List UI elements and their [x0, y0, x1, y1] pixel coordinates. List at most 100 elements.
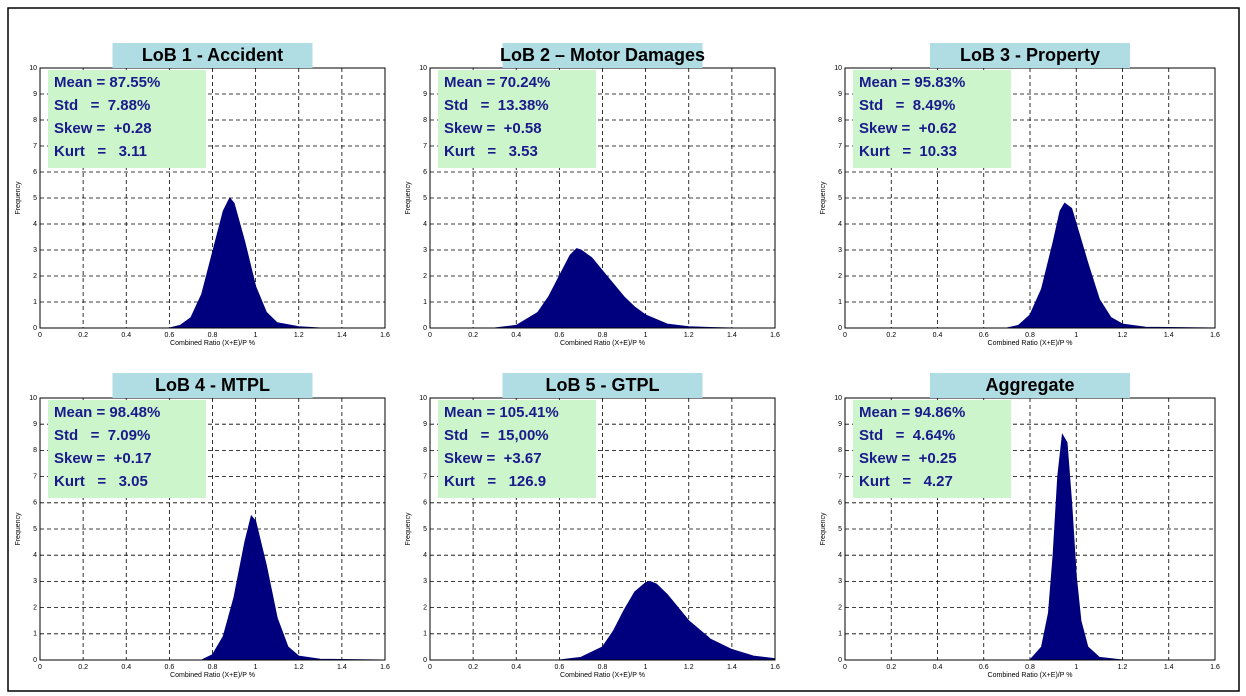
x-tick-label: 1.2	[1118, 332, 1128, 339]
y-tick-label: 10	[419, 65, 427, 72]
x-tick-label: 1	[1074, 664, 1078, 671]
distribution-area	[201, 514, 386, 661]
chart-title: LoB 2 – Motor Damages	[500, 45, 705, 65]
x-tick-label: 0.6	[165, 332, 175, 339]
y-tick-label: 8	[838, 117, 842, 124]
x-tick-label: 1.6	[380, 664, 390, 671]
distribution-area	[559, 580, 776, 661]
title-box	[112, 373, 313, 398]
y-tick-label: 9	[33, 91, 37, 98]
y-tick-label: 1	[838, 631, 842, 638]
stats-line: Kurt = 126.9	[444, 473, 546, 490]
x-tick-label: 0.6	[555, 664, 565, 671]
y-tick-label: 9	[838, 91, 842, 98]
y-tick-label: 8	[838, 447, 842, 454]
y-tick-label: 4	[33, 221, 37, 228]
x-axis-label: Combined Ratio (X+E)/P %	[560, 672, 645, 679]
x-tick-label: 1.2	[294, 332, 304, 339]
x-tick-label: 0.2	[468, 664, 478, 671]
y-axis-label: Frequency	[405, 512, 412, 546]
y-tick-label: 3	[423, 578, 427, 585]
y-tick-label: 4	[423, 552, 427, 559]
stats-line: Skew = +0.28	[54, 120, 152, 137]
stats-box	[438, 70, 596, 168]
y-tick-label: 4	[423, 221, 427, 228]
x-tick-label: 0.8	[1025, 332, 1035, 339]
chart-title: Aggregate	[985, 375, 1074, 395]
y-tick-label: 0	[423, 325, 427, 332]
y-tick-label: 1	[838, 299, 842, 306]
title-box	[112, 43, 313, 68]
x-tick-label: 0.2	[78, 664, 88, 671]
y-tick-label: 4	[33, 552, 37, 559]
x-tick-label: 0	[38, 664, 42, 671]
stats-line: Std = 13.38%	[444, 97, 549, 114]
y-tick-label: 2	[838, 604, 842, 611]
y-tick-label: 3	[33, 578, 37, 585]
x-tick-label: 1.2	[684, 332, 694, 339]
x-axis-label: Combined Ratio (X+E)/P %	[170, 672, 255, 679]
stats-line: Kurt = 3.11	[54, 143, 147, 160]
x-tick-label: 0.2	[886, 664, 896, 671]
x-tick-label: 1.4	[1164, 664, 1174, 671]
stats-line: Std = 15,00%	[444, 427, 549, 444]
y-tick-label: 8	[33, 447, 37, 454]
x-axis-label: Combined Ratio (X+E)/P %	[560, 340, 645, 347]
x-tick-label: 0.8	[208, 332, 218, 339]
x-axis-label: Combined Ratio (X+E)/P %	[988, 340, 1073, 347]
stats-line: Kurt = 3.53	[444, 143, 538, 160]
distribution-area	[494, 248, 732, 329]
x-tick-label: 1.4	[337, 664, 347, 671]
x-tick-label: 0.2	[886, 332, 896, 339]
stats-line: Skew = +0.62	[859, 120, 957, 137]
x-tick-label: 0	[428, 332, 432, 339]
x-axis-label: Combined Ratio (X+E)/P %	[170, 340, 255, 347]
y-tick-label: 5	[423, 195, 427, 202]
x-tick-label: 0.4	[933, 664, 943, 671]
stats-box	[48, 400, 206, 498]
y-tick-label: 5	[33, 526, 37, 533]
x-tick-label: 1.6	[770, 332, 780, 339]
stats-box	[438, 400, 596, 498]
x-tick-label: 1.2	[1118, 664, 1128, 671]
y-tick-label: 0	[33, 325, 37, 332]
x-tick-label: 0	[428, 664, 432, 671]
y-tick-label: 6	[423, 169, 427, 176]
y-tick-label: 6	[838, 169, 842, 176]
y-tick-label: 0	[33, 657, 37, 664]
y-tick-label: 2	[33, 273, 37, 280]
y-tick-label: 2	[423, 273, 427, 280]
y-tick-label: 10	[834, 65, 842, 72]
y-tick-label: 4	[838, 221, 842, 228]
x-tick-label: 0.4	[511, 664, 521, 671]
x-tick-label: 0.8	[208, 664, 218, 671]
y-tick-label: 2	[33, 604, 37, 611]
x-tick-label: 0.6	[979, 332, 989, 339]
y-tick-label: 9	[423, 421, 427, 428]
x-tick-label: 1	[1074, 332, 1078, 339]
stats-box	[48, 70, 206, 168]
y-axis-label: Frequency	[405, 181, 412, 215]
x-tick-label: 1.4	[727, 664, 737, 671]
y-tick-label: 7	[33, 473, 37, 480]
x-tick-label: 1.6	[380, 332, 390, 339]
title-box	[930, 373, 1130, 398]
stats-box	[853, 400, 1011, 498]
y-axis-label: Frequency	[820, 181, 827, 215]
y-tick-label: 5	[33, 195, 37, 202]
x-tick-label: 1.2	[684, 664, 694, 671]
distribution-area	[1006, 202, 1216, 329]
x-tick-label: 0.6	[979, 664, 989, 671]
y-tick-label: 0	[838, 325, 842, 332]
chart-title: LoB 4 - MTPL	[155, 375, 270, 395]
y-axis-label: Frequency	[15, 181, 22, 215]
title-box	[502, 373, 703, 398]
stats-line: Mean = 95.83%	[859, 74, 965, 91]
x-tick-label: 0.8	[598, 332, 608, 339]
stats-line: Mean = 87.55%	[54, 74, 160, 91]
chart-title: LoB 3 - Property	[960, 45, 1100, 65]
x-tick-label: 0.4	[121, 332, 131, 339]
y-tick-label: 0	[423, 657, 427, 664]
stats-line: Std = 4.64%	[859, 427, 955, 444]
stats-line: Mean = 105.41%	[444, 404, 559, 421]
